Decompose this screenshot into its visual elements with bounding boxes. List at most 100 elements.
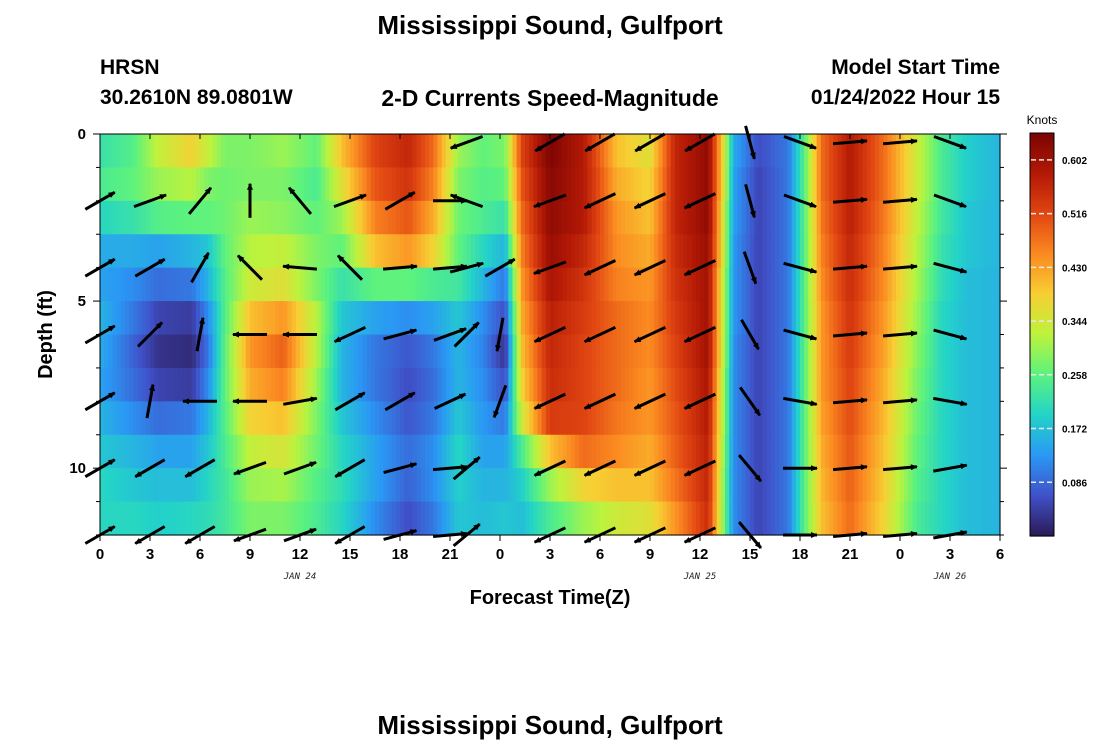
heatmap-cell — [425, 167, 430, 202]
heatmap-cell — [320, 434, 326, 469]
heatmap-cell — [745, 301, 751, 336]
colorbar-segment — [1030, 488, 1054, 492]
heatmap-cell — [733, 267, 739, 302]
heatmap-cell — [600, 367, 605, 402]
heatmap-cell — [679, 167, 684, 202]
heatmap-cell — [329, 434, 334, 469]
heatmap-cell — [525, 234, 530, 269]
heatmap-cell — [962, 267, 968, 302]
heatmap-cell — [545, 234, 551, 269]
heatmap-cell — [366, 468, 372, 503]
heatmap-cell — [229, 301, 234, 336]
heatmap-cell — [466, 501, 472, 536]
heatmap-cell — [966, 334, 972, 369]
heatmap-cell — [875, 334, 880, 369]
heatmap-cell — [495, 367, 501, 402]
x-tick-label: 9 — [246, 546, 254, 563]
heatmap-cell — [679, 301, 684, 336]
heatmap-cell — [870, 434, 876, 469]
heatmap-cell — [637, 134, 643, 169]
heatmap-cell — [779, 167, 784, 202]
heatmap-cell — [916, 134, 922, 169]
heatmap-cell — [258, 501, 264, 536]
heatmap-cell — [770, 468, 776, 503]
heatmap-cell — [983, 267, 989, 302]
heatmap-cell — [920, 434, 926, 469]
date-label: JAN 24 — [283, 572, 317, 582]
heatmap-cell — [300, 501, 305, 536]
heatmap-cell — [587, 334, 593, 369]
heatmap-cell — [783, 200, 789, 235]
heatmap-cell — [912, 234, 918, 269]
heatmap-cell — [720, 134, 726, 169]
heatmap-cell — [625, 367, 630, 402]
heatmap-cell — [329, 301, 334, 336]
heatmap-cell — [670, 234, 676, 269]
heatmap-cell — [991, 334, 997, 369]
colorbar-segment — [1030, 309, 1054, 313]
heatmap-cell — [750, 234, 755, 269]
colorbar-segment — [1030, 183, 1054, 187]
heatmap-cell — [958, 267, 964, 302]
y-tick-label: 5 — [78, 293, 86, 310]
heatmap-cell — [283, 501, 289, 536]
current-arrow — [684, 132, 716, 153]
heatmap-cell — [566, 401, 572, 436]
heatmap-cell — [983, 501, 989, 536]
heatmap-cell — [475, 334, 480, 369]
heatmap-cell — [787, 134, 793, 169]
heatmap-cell — [600, 134, 605, 169]
heatmap-cell — [900, 167, 905, 202]
current-arrow — [534, 132, 566, 153]
colorbar-segment — [1030, 180, 1054, 184]
heatmap-cell — [941, 167, 947, 202]
heatmap-cell — [162, 334, 168, 369]
heatmap-cell — [712, 468, 718, 503]
heatmap-cell — [670, 401, 676, 436]
x-tick-label: 15 — [742, 546, 759, 563]
heatmap-cell — [429, 134, 434, 169]
heatmap-cell — [679, 200, 684, 235]
colorbar-segment — [1030, 153, 1054, 157]
heatmap-cell — [116, 334, 122, 369]
heatmap-cell — [225, 200, 230, 235]
heatmap-cell — [916, 367, 922, 402]
heatmap-cell — [862, 234, 868, 269]
heatmap-cell — [437, 434, 443, 469]
heatmap-cell — [708, 200, 714, 235]
heatmap-cell — [279, 334, 284, 369]
heatmap-cell — [150, 334, 155, 369]
heatmap-cell — [275, 234, 280, 269]
heatmap-cell — [104, 200, 109, 235]
heatmap-cell — [395, 501, 401, 536]
heatmap-cell — [966, 501, 972, 536]
heatmap-cell — [304, 367, 309, 402]
heatmap-cell — [183, 301, 189, 336]
heatmap-cell — [420, 267, 426, 302]
heatmap-cell — [866, 200, 872, 235]
heatmap-cell — [504, 301, 509, 336]
heatmap-cell — [104, 367, 109, 402]
heatmap-cell — [241, 200, 247, 235]
heatmap-cell — [966, 234, 972, 269]
heatmap-cell — [975, 234, 980, 269]
heatmap-cell — [987, 267, 993, 302]
heatmap-cell — [308, 200, 314, 235]
heatmap-cell — [816, 200, 822, 235]
heatmap-cell — [191, 234, 197, 269]
colorbar-segment — [1030, 450, 1054, 454]
heatmap-cell — [379, 134, 384, 169]
heatmap-cell — [358, 301, 364, 336]
heatmap-cell — [216, 501, 222, 536]
heatmap-cell — [904, 501, 909, 536]
heatmap-cell — [616, 367, 622, 402]
heatmap-cell — [604, 301, 609, 336]
heatmap-cell — [379, 367, 384, 402]
heatmap-cell — [675, 134, 680, 169]
heatmap-cell — [654, 468, 659, 503]
heatmap-cell — [783, 267, 789, 302]
heatmap-cell — [537, 334, 543, 369]
heatmap-cell — [541, 167, 547, 202]
heatmap-cell — [925, 401, 930, 436]
heatmap-cell — [175, 234, 180, 269]
